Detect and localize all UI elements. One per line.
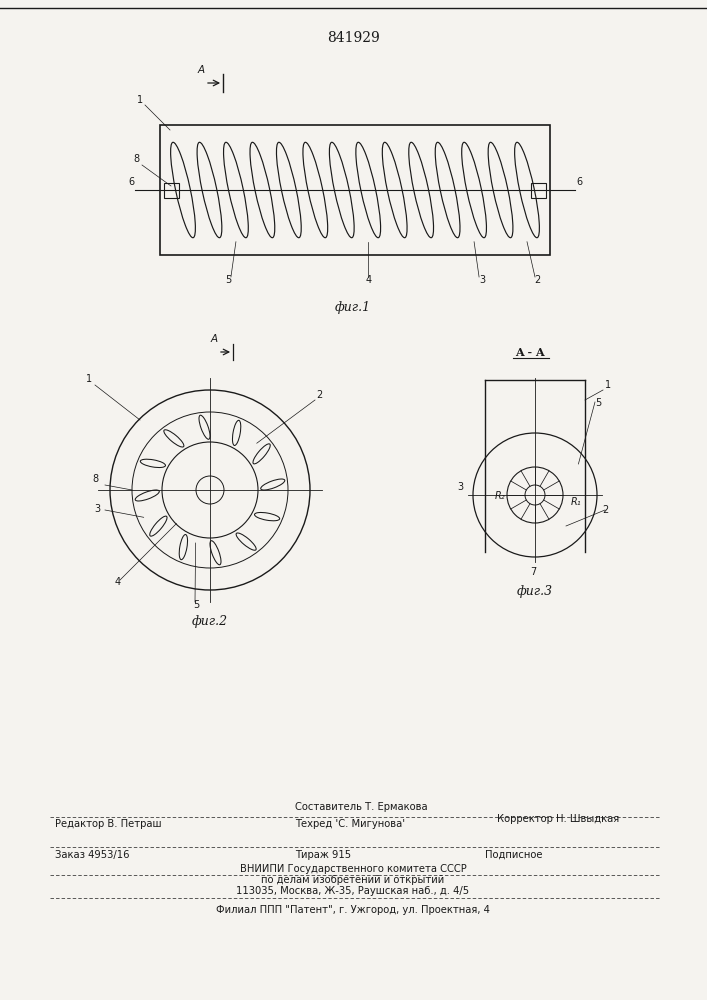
Bar <box>160 125 550 255</box>
Text: фиг.2: фиг.2 <box>192 615 228 629</box>
Text: 3: 3 <box>479 275 485 285</box>
Text: 5: 5 <box>193 600 199 610</box>
Text: Заказ 4953/16: Заказ 4953/16 <box>55 850 129 860</box>
Text: фиг.3: фиг.3 <box>517 585 553 598</box>
Text: 4: 4 <box>115 577 121 587</box>
Text: Корректор Н. Швыдкая: Корректор Н. Швыдкая <box>497 814 619 824</box>
Text: 3: 3 <box>457 482 463 492</box>
Text: Подписное: Подписное <box>485 850 542 860</box>
Text: 1: 1 <box>137 95 143 105</box>
Text: 2: 2 <box>602 505 608 515</box>
Text: ВНИИПИ Государственного комитета СССР: ВНИИПИ Государственного комитета СССР <box>240 864 467 874</box>
Text: 2: 2 <box>316 390 322 400</box>
Bar <box>164 182 179 198</box>
Bar <box>531 182 546 198</box>
Text: 1: 1 <box>605 380 611 390</box>
Text: 8: 8 <box>133 154 139 164</box>
Text: 7: 7 <box>530 567 536 577</box>
Text: A: A <box>211 334 218 344</box>
Text: 8: 8 <box>92 474 98 484</box>
Text: 6: 6 <box>128 177 134 187</box>
Text: 4: 4 <box>366 275 371 285</box>
Text: 1: 1 <box>86 374 92 384</box>
Text: A - A: A - A <box>515 347 545 358</box>
Text: 2: 2 <box>534 275 540 285</box>
Text: A: A <box>197 65 204 75</box>
Text: 6: 6 <box>576 177 582 187</box>
Text: Редактор В. Петраш: Редактор В. Петраш <box>55 819 162 829</box>
Text: R₂: R₂ <box>495 491 506 501</box>
Text: 5: 5 <box>595 398 601 408</box>
Text: фиг.1: фиг.1 <box>335 300 371 314</box>
Text: Филиал ППП "Патент", г. Ужгород, ул. Проектная, 4: Филиал ППП "Патент", г. Ужгород, ул. Про… <box>216 905 490 915</box>
Text: по делам изобретений и открытий: по делам изобретений и открытий <box>262 875 445 885</box>
Text: R₁: R₁ <box>571 497 582 507</box>
Text: Техред 'С. Мигунова': Техред 'С. Мигунова' <box>295 819 405 829</box>
Text: 841929: 841929 <box>327 31 380 45</box>
Text: 3: 3 <box>94 504 100 514</box>
Text: 113035, Москва, Ж-35, Раушская наб., д. 4/5: 113035, Москва, Ж-35, Раушская наб., д. … <box>236 886 469 896</box>
Text: Тираж 915: Тираж 915 <box>295 850 351 860</box>
Text: 5: 5 <box>225 275 231 285</box>
Text: Составитель Т. Ермакова: Составитель Т. Ермакова <box>295 802 428 812</box>
